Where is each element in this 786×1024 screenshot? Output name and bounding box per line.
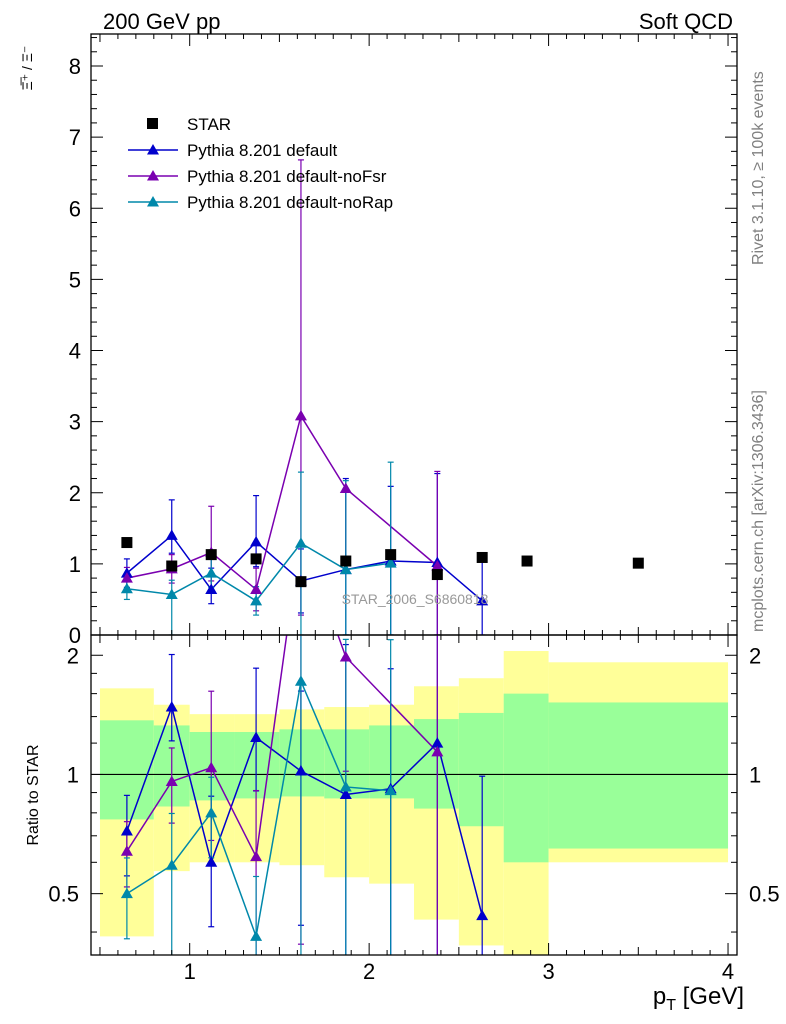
series-point	[431, 560, 444, 571]
rivet-version-label: Rivet 3.1.10, ≥ 100k events	[750, 71, 767, 265]
ratio-point	[339, 780, 352, 792]
header-left-label: 200 GeV pp	[103, 9, 220, 34]
ratio-y-tick-label: 2	[67, 643, 79, 668]
ratio-point	[120, 845, 133, 856]
x-tick-label: 2	[363, 959, 375, 984]
series-point	[120, 582, 133, 594]
y-tick-label: 4	[69, 339, 81, 364]
star-data-point	[521, 555, 533, 567]
ratio-point	[476, 909, 489, 921]
legend-label: STAR	[187, 115, 231, 134]
ratio-point	[205, 806, 218, 818]
series-point	[384, 557, 397, 568]
ratio-point	[339, 650, 352, 662]
legend-marker	[147, 170, 159, 181]
ratio-point	[294, 765, 307, 776]
star-data-point	[340, 555, 352, 567]
series-point	[294, 409, 307, 421]
series-point	[165, 529, 178, 540]
main-watermark: STAR_2006_S6860818	[342, 591, 489, 607]
legend-marker	[147, 144, 159, 155]
ratio-frame	[90, 634, 738, 956]
ratio-point	[431, 737, 444, 748]
inner-band-bin	[414, 719, 459, 809]
ratio-point	[165, 701, 178, 712]
ratio-y-axis-label: Ratio to STAR	[25, 744, 42, 845]
series-point	[250, 535, 263, 547]
ratio-point	[250, 850, 263, 862]
ratio-y-tick-label-right: 0.5	[749, 882, 780, 907]
ratio-point	[120, 824, 133, 836]
legend-marker	[147, 196, 159, 207]
ratio-point	[165, 859, 178, 870]
series-point	[205, 567, 218, 578]
x-axis-label: pT [GeV]	[653, 983, 744, 1014]
ratio-point	[205, 856, 218, 867]
series-point	[294, 537, 307, 548]
star-data-point	[205, 549, 217, 561]
inner-band-bin	[234, 732, 280, 799]
ratio-point	[431, 745, 444, 757]
y-tick-label: 6	[69, 196, 81, 221]
ratio-point	[250, 731, 263, 742]
y-tick-label: 8	[69, 54, 81, 79]
legend-label: Pythia 8.201 default-noFsr	[187, 167, 387, 186]
legend-label: Pythia 8.201 default-noRap	[187, 193, 393, 212]
y-tick-label: 2	[69, 481, 81, 506]
ratio-point	[120, 887, 133, 899]
ratio-y-tick-label: 0.5	[48, 882, 79, 907]
star-data-point	[476, 551, 488, 563]
y-tick-label: 3	[69, 410, 81, 435]
star-data-point	[250, 553, 262, 565]
ratio-panel: 0.5 0.5 1 1 2 2 1 2 3 4 Ratio to STAR pT [GeV]	[25, 634, 780, 1014]
inner-band-bin	[548, 702, 729, 849]
y-tick-label: 7	[69, 125, 81, 150]
star-data-point	[166, 560, 178, 572]
ratio-point	[165, 775, 178, 786]
series-point	[339, 563, 352, 575]
ratio-y-tick-label-right: 1	[749, 762, 761, 787]
ratio-point	[294, 675, 307, 686]
x-tick-label: 3	[542, 959, 554, 984]
star-data-point	[385, 549, 397, 561]
legend-label: Pythia 8.201 default	[187, 141, 338, 160]
ratio-point	[339, 788, 352, 799]
series-point	[339, 482, 352, 493]
ratio-y-tick-label-right: 2	[749, 643, 761, 668]
series-point	[120, 572, 133, 583]
star-data-point	[121, 537, 133, 549]
series-point	[250, 594, 263, 606]
y-tick-label: 0	[69, 623, 81, 648]
star-data-point	[431, 569, 443, 581]
y-tick-label: 1	[69, 552, 81, 577]
mcplots-label: mcplots.cern.ch [arXiv:1306.3436]	[750, 390, 767, 632]
x-tick-label: 4	[722, 959, 734, 984]
series-point	[250, 583, 263, 594]
main-y-axis-label: Ξ̅⁺ / Ξ⁻	[19, 46, 35, 91]
x-tick-label: 1	[184, 959, 196, 984]
legend-marker	[147, 118, 158, 129]
ratio-point	[384, 784, 397, 796]
star-data-point	[295, 576, 307, 588]
y-tick-label: 5	[69, 267, 81, 292]
ratio-y-tick-label: 1	[67, 762, 79, 787]
series-point	[165, 588, 178, 599]
ratio-point	[205, 761, 218, 773]
inner-band-bin	[503, 693, 549, 863]
series-point	[476, 594, 489, 606]
inner-band-bin	[458, 712, 504, 827]
series-point	[205, 583, 218, 594]
header-right-label: Soft QCD	[639, 9, 733, 34]
star-data-point	[632, 557, 644, 569]
ratio-point	[250, 930, 263, 941]
main-panel: 0 1 2 3 4 5 6 7 8 STAR_2006_S6860818 STAR Pythia …	[19, 33, 738, 648]
legend: STAR Pythia 8.201 default Pythia 8.201 def…	[128, 115, 393, 212]
